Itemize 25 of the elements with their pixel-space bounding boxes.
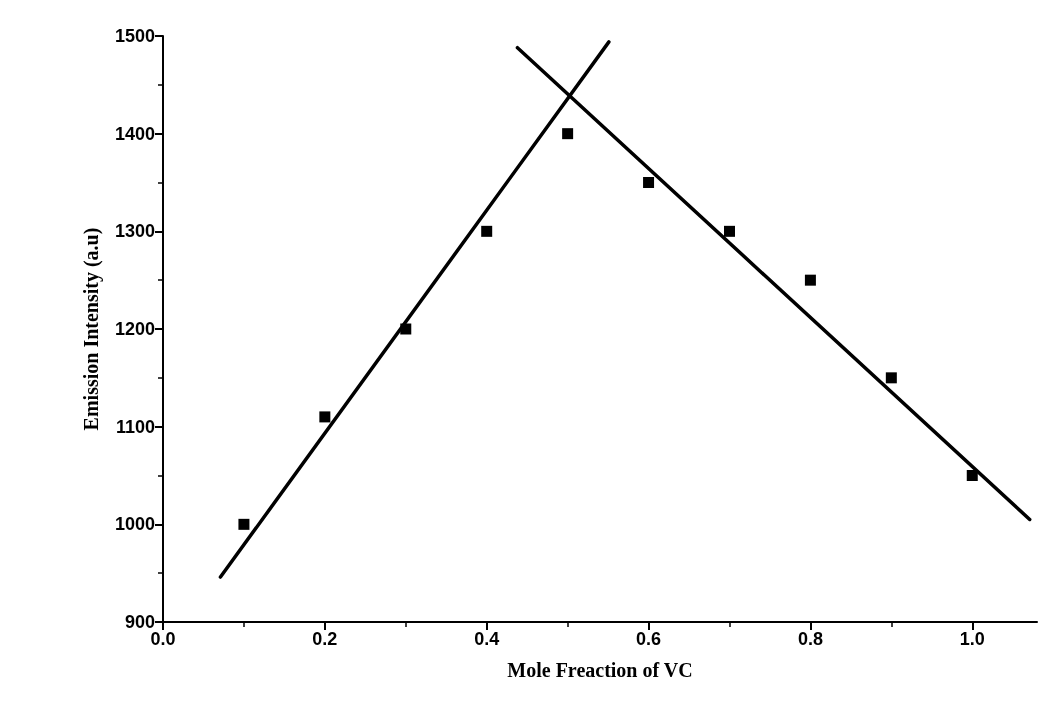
x-tick-label: 1.0 [959, 629, 985, 649]
point [966, 470, 978, 481]
x-tick-label: 0.0 [150, 629, 176, 649]
point [723, 225, 735, 237]
x-tick-label: 0.8 [797, 629, 823, 649]
point [885, 372, 897, 384]
x-tick-label: 0.4 [474, 629, 500, 649]
y-tick-label: 1100 [115, 416, 155, 437]
y-tick-label: 1400 [114, 123, 155, 144]
point [481, 225, 493, 237]
point [643, 177, 655, 188]
y-axis-title: Emission Intensity (a.u) [80, 227, 103, 431]
point [562, 128, 574, 140]
x-axis-title: Mole Freaction of VC [507, 659, 693, 681]
x-tick-label: 0.6 [636, 629, 662, 649]
x-tick-label: 0.2 [312, 629, 338, 649]
point [804, 274, 816, 286]
y-tick-label: 1500 [114, 26, 155, 46]
y-tick-label: 900 [124, 612, 155, 632]
y-tick-label: 1200 [114, 319, 155, 339]
y-tick-label: 1000 [114, 514, 155, 535]
point [400, 323, 412, 335]
y-tick-label: 1300 [114, 221, 155, 242]
point [319, 411, 331, 423]
point [238, 518, 250, 530]
